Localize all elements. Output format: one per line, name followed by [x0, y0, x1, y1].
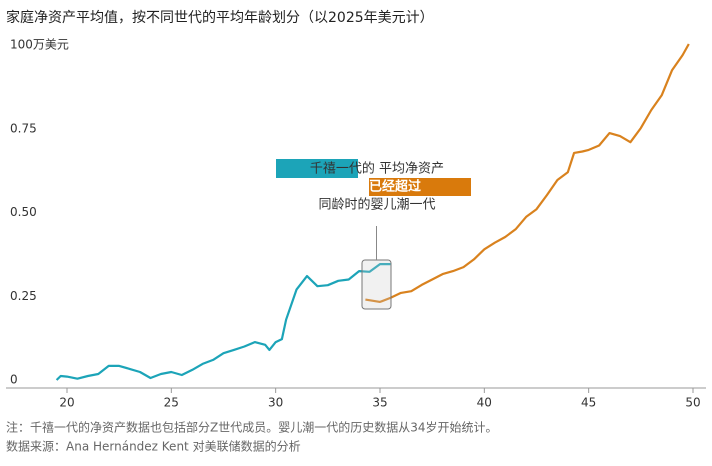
plot-area: 0 0.25 0.50 0.75 100万美元 20 25 30 35 40 45 50 [6, 38, 706, 410]
x-tick-label: 45 [581, 396, 596, 410]
y-tick-label: 0.50 [10, 205, 37, 219]
x-tick-label: 25 [164, 396, 179, 410]
chart-title: 家庭净资产平均值，按不同世代的平均年龄划分（以2025年美元计） [6, 9, 434, 26]
highlight-box [361, 259, 392, 310]
annotation-text: 已经超过 [369, 179, 421, 195]
series-line [55, 263, 391, 381]
source: 数据来源：Ana Hernández Kent 对美联储数据的分析 [6, 439, 301, 454]
x-tick-label: 30 [268, 396, 283, 410]
x-tick-label: 40 [477, 396, 492, 410]
y-tick-label: 0.75 [10, 121, 37, 135]
x-tick-label: 20 [59, 396, 74, 410]
annotation-text: 千禧一代的 平均净资产 [310, 161, 444, 177]
y-tick-label: 100万美元 [10, 38, 69, 52]
annotation-highlight [369, 178, 471, 196]
y-tick-label: 0.25 [10, 289, 37, 303]
annotation-highlight [276, 159, 358, 178]
annotation-text: 同龄时的婴儿潮一代 [318, 197, 435, 213]
series-line [365, 43, 690, 303]
x-tick-label: 35 [372, 396, 387, 410]
note: 注：千禧一代的净资产数据也包括部分Z世代成员。婴儿潮一代的历史数据从34岁开始统… [6, 420, 498, 435]
y-tick-label: 0 [10, 373, 18, 387]
x-tick-label: 50 [685, 396, 700, 410]
